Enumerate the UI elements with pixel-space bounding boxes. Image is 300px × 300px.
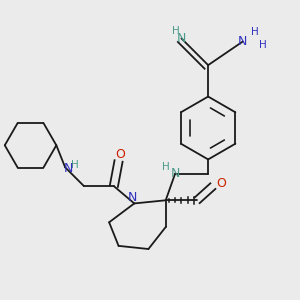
Text: N: N <box>170 167 180 180</box>
Text: N: N <box>64 162 73 175</box>
Text: N: N <box>128 191 137 204</box>
Text: H: H <box>259 40 267 50</box>
Text: N: N <box>177 32 186 45</box>
Text: H: H <box>162 162 170 172</box>
Text: O: O <box>115 148 125 160</box>
Text: N: N <box>238 35 247 48</box>
Text: H: H <box>251 27 259 37</box>
Text: H: H <box>172 26 180 36</box>
Text: O: O <box>216 176 226 190</box>
Text: H: H <box>71 160 79 170</box>
